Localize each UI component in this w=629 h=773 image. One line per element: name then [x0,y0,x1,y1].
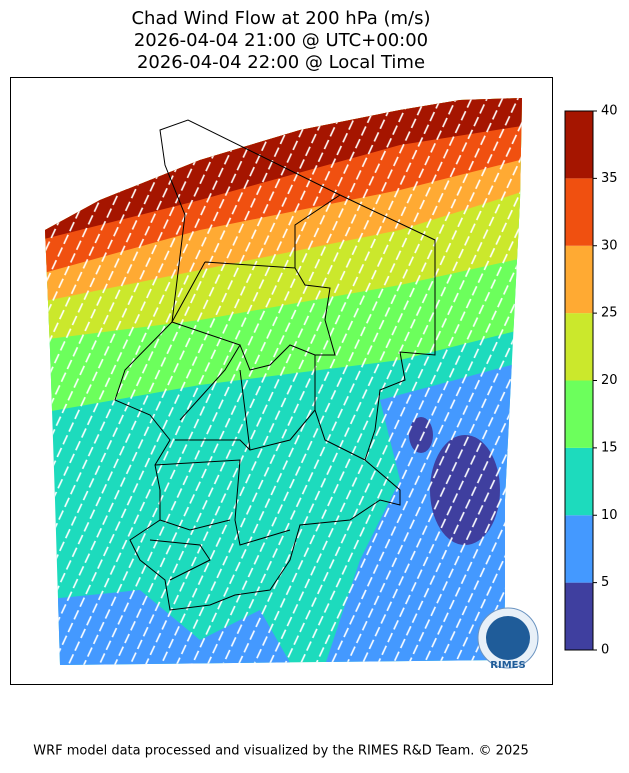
colorbar-segment [565,515,593,583]
colorbar-segment [565,111,593,179]
colorbar-segment [565,313,593,381]
colorbar-tick-label: 30 [601,238,618,253]
colorbar-tick-label: 35 [601,171,618,186]
colorbar-tick-label: 25 [601,306,618,321]
title: 2026-04-04 22:00 @ Local Time [137,52,425,73]
colorbar-segment [565,447,593,516]
borders [114,119,436,611]
colorbar: 0 5 10 15 20 25 30 35 40 [564,104,618,658]
colorbar-segment [565,178,593,246]
colorbar-tick-label: 10 [601,508,618,523]
title: 2026-04-04 21:00 @ UTC+00:00 [134,30,428,51]
title: Chad Wind Flow at 200 hPa (m/s) [131,8,430,29]
colorbar-tick-label: 0 [601,643,609,658]
colorbar-segment [565,245,593,314]
logo-text: RIMES [490,660,525,671]
colorbar-segment [565,582,593,650]
colorbar-tick-label: 15 [601,440,618,455]
footer: WRF model data processed and visualized … [33,744,529,759]
logo: RIMES [477,607,539,671]
colorbar-tick-label: 5 [601,575,609,590]
wind-field [45,98,522,665]
colorbar-tick-label: 20 [601,373,618,388]
colorbar-segment [565,380,593,448]
colorbar-tick-label: 40 [601,104,618,119]
map-frame [10,77,553,685]
